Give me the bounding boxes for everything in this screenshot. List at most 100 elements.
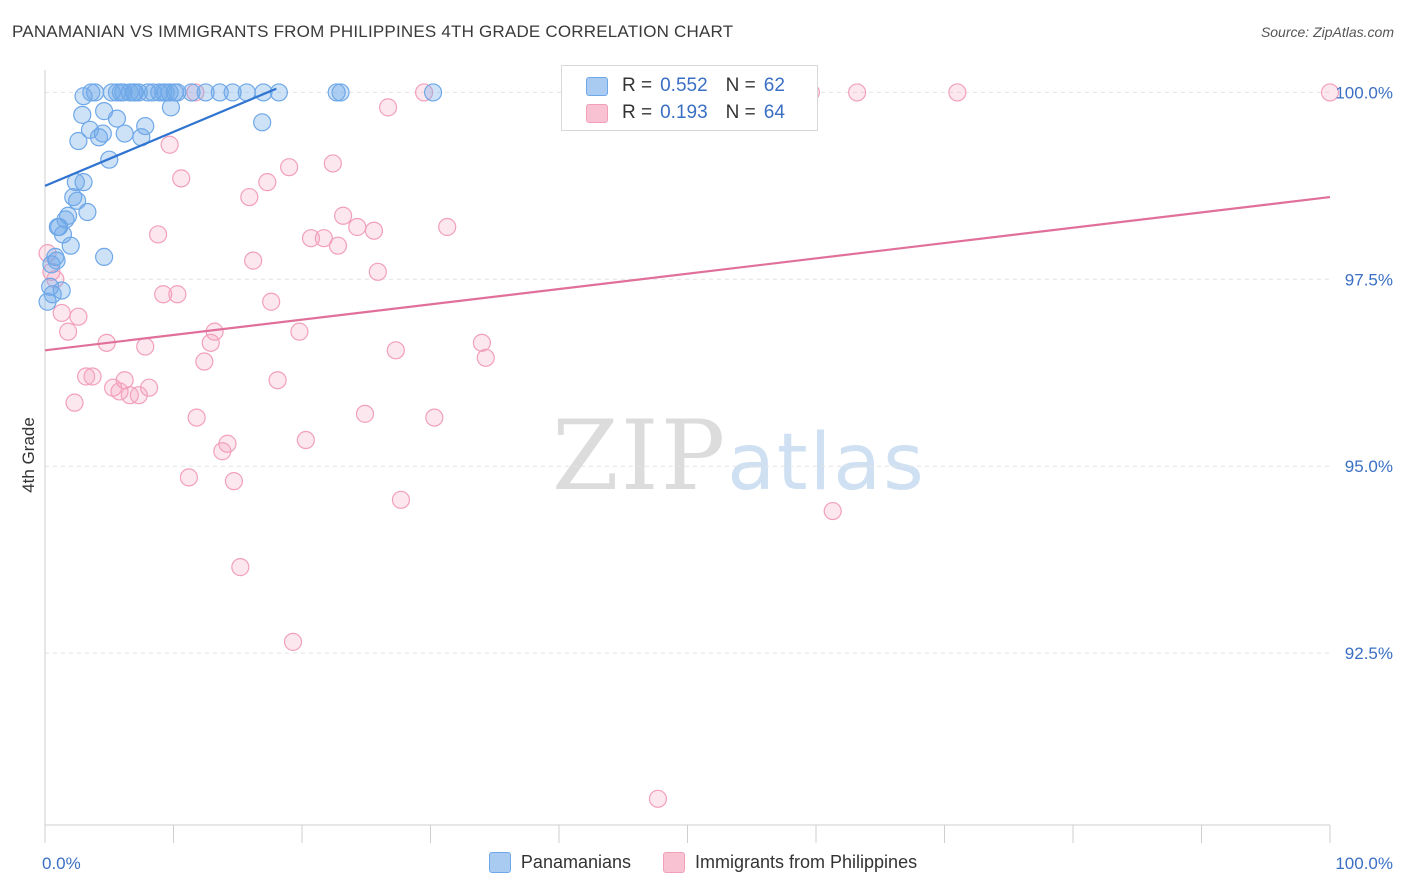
legend-row-philippines: R = 0.193 N = 64 — [586, 101, 785, 125]
point-philippines — [83, 367, 102, 386]
point-panamanians — [160, 83, 179, 102]
y-axis-label: 4th Grade — [19, 417, 38, 493]
point-philippines — [472, 333, 491, 352]
trend-line-panamanians — [44, 87, 277, 187]
point-panamanians — [156, 83, 175, 102]
watermark-atlas: atlas — [727, 418, 926, 508]
point-philippines — [391, 490, 411, 509]
point-philippines — [283, 632, 303, 651]
point-panamanians — [73, 105, 92, 124]
point-philippines — [948, 83, 967, 102]
legend-n-label: N = — [725, 75, 756, 96]
point-philippines — [425, 408, 444, 427]
y-tick-label: 92.5% — [1345, 644, 1393, 663]
point-philippines — [201, 333, 220, 352]
point-philippines — [65, 393, 84, 412]
point-panamanians — [95, 247, 114, 266]
point-philippines — [378, 98, 398, 117]
point-panamanians — [82, 83, 101, 102]
point-philippines — [314, 229, 333, 248]
source-label: Source: ZipAtlas.com — [1260, 24, 1394, 40]
point-panamanians — [50, 217, 69, 237]
point-philippines — [268, 371, 287, 390]
point-philippines — [231, 558, 250, 577]
point-panamanians — [182, 83, 201, 102]
legend-swatch-pink — [663, 852, 685, 873]
point-panamanians — [136, 116, 155, 136]
trend-line-philippines — [44, 195, 1331, 352]
point-philippines — [187, 408, 206, 427]
legend-swatch-pink — [586, 103, 608, 123]
point-philippines — [59, 322, 78, 341]
point-philippines — [355, 404, 375, 423]
watermark: ZIPatlas — [552, 400, 926, 512]
point-philippines — [290, 322, 309, 341]
point-panamanians — [78, 202, 97, 222]
point-philippines — [148, 225, 168, 244]
point-philippines — [648, 789, 668, 808]
point-panamanians — [120, 83, 139, 102]
point-philippines — [386, 341, 405, 360]
point-panamanians — [47, 251, 66, 270]
point-panamanians — [61, 236, 80, 255]
data-points — [38, 83, 1340, 808]
point-philippines — [69, 307, 88, 326]
legend-r-value: 0.193 — [660, 102, 708, 123]
watermark-zip: ZIP — [552, 400, 728, 512]
legend-row-panamanians: R = 0.552 N = 62 — [586, 74, 785, 98]
point-philippines — [179, 468, 199, 487]
point-panamanians — [327, 83, 346, 102]
y-tick-label: 97.5% — [1345, 270, 1393, 289]
point-philippines — [195, 352, 214, 371]
point-panamanians — [269, 83, 288, 102]
point-philippines — [1320, 83, 1340, 102]
point-panamanians — [124, 83, 143, 102]
legend-label-panamanians: Panamanians — [520, 852, 631, 872]
point-panamanians — [210, 83, 229, 102]
point-philippines — [368, 262, 387, 281]
trend-lines — [44, 87, 1331, 352]
legend-n-value: 64 — [763, 102, 785, 123]
point-philippines — [258, 173, 277, 192]
point-philippines — [240, 187, 259, 207]
point-panamanians — [138, 83, 157, 102]
point-philippines — [110, 382, 129, 401]
point-philippines — [186, 83, 205, 102]
point-panamanians — [69, 131, 88, 151]
point-panamanians — [423, 83, 443, 102]
point-philippines — [848, 83, 867, 102]
chart-title: PANAMANIAN VS IMMIGRANTS FROM PHILIPPINE… — [12, 22, 734, 41]
legend-label-philippines: Immigrants from Philippines — [695, 852, 918, 872]
legend-item-panamanians: Panamanians — [488, 852, 631, 873]
point-philippines — [262, 292, 281, 311]
point-panamanians — [86, 83, 105, 102]
legend-swatch-blue — [488, 852, 511, 873]
point-panamanians — [107, 109, 127, 128]
legend-r-label: R = — [622, 75, 653, 96]
x-tick-label-max: 100.0% — [1335, 854, 1393, 873]
axes — [44, 70, 1331, 843]
point-philippines — [129, 386, 148, 405]
point-panamanians — [68, 191, 87, 210]
point-philippines — [323, 154, 342, 173]
point-panamanians — [74, 173, 93, 192]
series-legend: Panamanians Immigrants from Philippines — [0, 852, 1406, 873]
point-panamanians — [223, 83, 242, 102]
point-philippines — [301, 229, 321, 248]
point-panamanians — [43, 285, 62, 304]
point-philippines — [823, 501, 842, 521]
point-philippines — [154, 285, 173, 304]
point-philippines — [348, 217, 367, 237]
point-panamanians — [253, 113, 272, 132]
legend-r-label: R = — [622, 102, 653, 123]
point-philippines — [168, 285, 187, 304]
x-tick-label-min: 0.0% — [42, 854, 81, 873]
correlation-legend: R = 0.552 N = 62 R = 0.193 N = 64 — [561, 65, 818, 131]
y-tick-label: 100.0% — [1335, 83, 1393, 102]
point-philippines — [224, 472, 243, 491]
point-philippines — [364, 221, 384, 240]
point-philippines — [139, 378, 159, 397]
point-philippines — [328, 236, 348, 255]
point-panamanians — [93, 124, 112, 143]
